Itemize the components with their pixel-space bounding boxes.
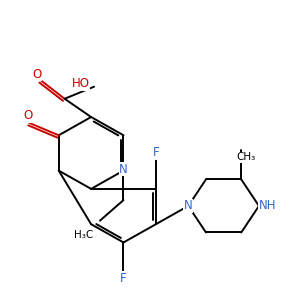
Text: F: F [153,146,159,159]
Text: H₃C: H₃C [74,230,93,240]
Text: N: N [119,163,128,176]
Text: HO: HO [72,77,90,90]
Text: CH₃: CH₃ [236,152,255,162]
Text: NH: NH [259,200,277,212]
Text: N: N [184,200,193,212]
Text: O: O [23,109,32,122]
Text: O: O [32,68,41,80]
Text: F: F [120,272,127,285]
